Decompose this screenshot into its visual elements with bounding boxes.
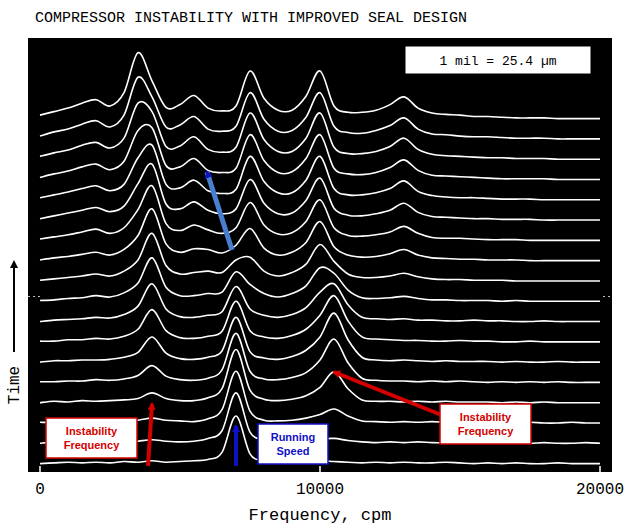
- y-axis-title: Time: [6, 366, 24, 404]
- scale-box: 1 mil = 25.4 µm: [405, 46, 591, 74]
- trace-mask: [40, 125, 600, 472]
- x-tick-label: 10000: [296, 481, 344, 499]
- x-tick: [319, 466, 321, 472]
- annotation: Instability Frequency: [440, 404, 531, 444]
- trace: [40, 313, 600, 362]
- annotation-line: Running: [271, 431, 316, 443]
- annotation-line: Instability: [460, 411, 512, 423]
- trace-mask: [40, 371, 600, 472]
- shift-arrow: [207, 172, 232, 250]
- trace-mask: [40, 333, 600, 472]
- annotation-line: Frequency: [64, 439, 121, 451]
- scale-label: 1 mil = 25.4 µm: [439, 54, 556, 69]
- time-arrow: [13, 262, 15, 352]
- annotation-label: Instability Frequency: [458, 411, 515, 437]
- trace-mask: [40, 350, 600, 472]
- annotation-line: Instability: [66, 425, 118, 437]
- trace-mask: [40, 53, 600, 472]
- title: COMPRESSOR INSTABILITY WITH IMPROVED SEA…: [35, 10, 467, 27]
- x-axis-title: Frequency, cpm: [249, 506, 392, 525]
- annotation-arrow: [334, 372, 444, 416]
- trace-mask: [40, 233, 600, 472]
- trace-mask: [40, 296, 600, 472]
- trace-mask: [40, 186, 600, 472]
- annotation-arrow: [234, 426, 238, 466]
- annotation-arrow: [148, 404, 152, 466]
- trace-mask: [40, 209, 600, 472]
- trace: [40, 350, 600, 403]
- x-tick-label: 20000: [576, 481, 624, 499]
- trace-mask: [40, 393, 600, 472]
- annotation-line: Frequency: [458, 425, 515, 437]
- trace: [40, 296, 600, 342]
- trace-mask: [40, 102, 600, 472]
- trace-mask: [40, 77, 600, 472]
- annotation: Running Speed: [258, 424, 328, 464]
- traces: [28, 53, 612, 472]
- annotation-line: Speed: [276, 445, 309, 457]
- trace-mask: [40, 283, 600, 472]
- x-tick: [39, 466, 41, 472]
- annotation-box: [440, 404, 531, 444]
- annotation-box: [46, 418, 137, 458]
- trace-mask: [40, 258, 600, 472]
- trace-mask: [40, 164, 600, 472]
- annotation: Instability Frequency: [46, 418, 137, 458]
- scale-box-frame: [405, 46, 591, 74]
- trace-mask: [40, 144, 600, 472]
- chart: COMPRESSOR INSTABILITY WITH IMPROVED SEA…: [0, 0, 634, 529]
- x-tick: [599, 466, 601, 472]
- trace-mask: [40, 313, 600, 472]
- annotation-label: Instability Frequency: [64, 425, 121, 451]
- trace: [40, 333, 600, 382]
- annotation-box: [258, 424, 328, 464]
- x-tick-label: 0: [35, 481, 45, 499]
- annotation-label: Running Speed: [271, 431, 316, 457]
- plot-background: [28, 38, 612, 472]
